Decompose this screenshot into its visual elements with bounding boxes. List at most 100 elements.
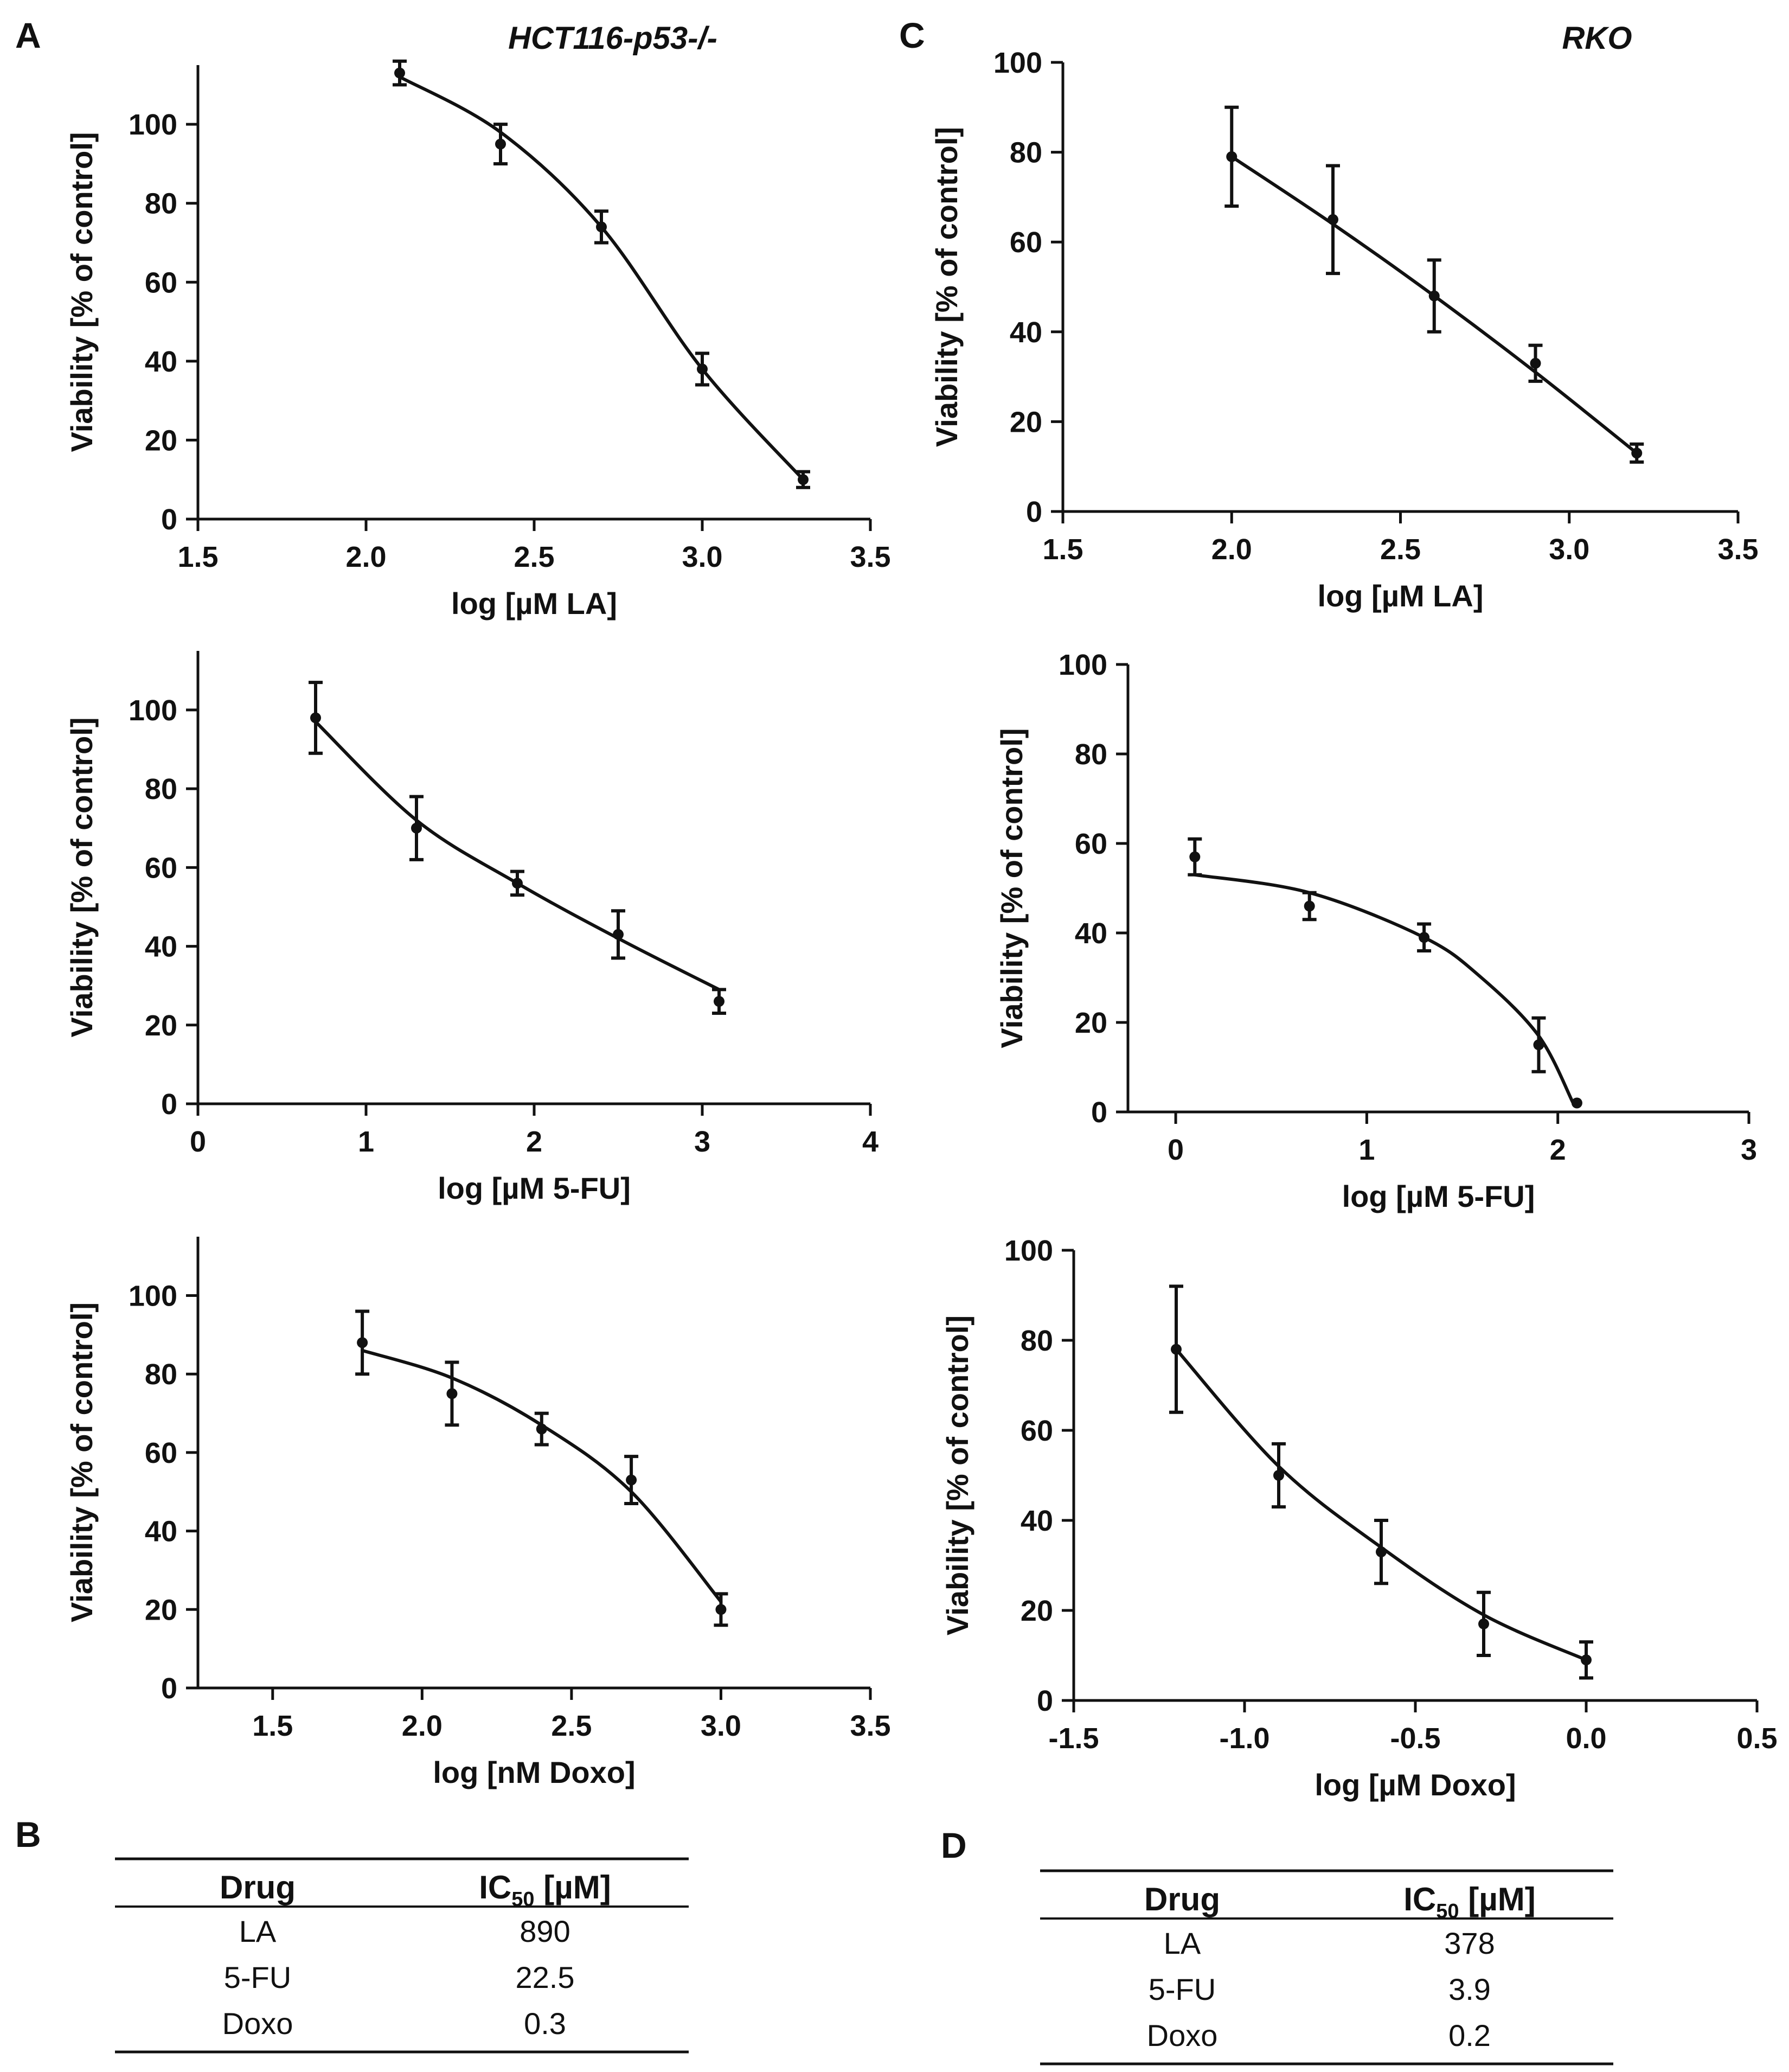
x-axis-label: log [µM 5-FU] — [1342, 1179, 1535, 1213]
table-d-header-unit: [µM] — [1459, 1881, 1536, 1917]
data-point — [1226, 151, 1237, 162]
table-b-header-unit: [µM] — [535, 1869, 611, 1905]
data-point — [1478, 1618, 1489, 1629]
data-point — [1189, 851, 1201, 862]
data-point — [798, 474, 809, 485]
y-tick-label: 60 — [1021, 1415, 1053, 1447]
data-point — [1376, 1546, 1387, 1558]
x-tick-label: 0 — [190, 1125, 206, 1158]
data-point — [715, 1604, 727, 1615]
x-axis-label: log [µM LA] — [1318, 579, 1484, 613]
y-tick-label: 0 — [161, 503, 177, 536]
y-tick-label: 40 — [145, 1515, 177, 1548]
table-b-drug-la: LA — [239, 1914, 277, 1948]
x-tick-label: 0.0 — [1566, 1722, 1606, 1755]
y-tick-label: 20 — [145, 1009, 177, 1042]
data-point — [1533, 1039, 1544, 1051]
table-b-ic50-doxo: 0.3 — [524, 2006, 566, 2041]
chart-rko-la: 0 20 40 60 80 100 1.5 2.0 2.5 3.0 3.5 log [µM LA] Vi… — [929, 21, 1759, 613]
x-tick-label: -1.5 — [1048, 1722, 1099, 1755]
x-tick-label: 2.5 — [514, 541, 554, 573]
x-tick-label: 3.5 — [1717, 533, 1758, 566]
y-tick-label: 40 — [1075, 917, 1107, 950]
x-tick-label: 1 — [1358, 1134, 1375, 1166]
data-point — [394, 67, 405, 79]
y-tick-label: 80 — [145, 188, 177, 220]
data-point — [1328, 214, 1338, 225]
table-d: Drug IC50 [µM] LA 378 5-FU 3.9 Doxo 0.2 — [1040, 1869, 1613, 2065]
x-tick-label: 3 — [1741, 1134, 1757, 1166]
x-tick-label: 0.5 — [1736, 1722, 1777, 1755]
fit-curve — [314, 720, 721, 992]
x-tick-label: 1.5 — [1042, 533, 1083, 566]
x-tick-label: 3.0 — [1549, 533, 1589, 566]
data-point — [1273, 1470, 1284, 1481]
table-d-ic50-5fu: 3.9 — [1448, 1972, 1491, 2006]
chart-hct116-doxo: 0 20 40 60 80 100 1.5 2.0 2.5 3.0 3.5 log [nM Doxo]… — [65, 1237, 891, 1789]
y-axis-label: Viability [% of control] — [995, 728, 1029, 1048]
x-tick-label: 2 — [1550, 1134, 1566, 1166]
table-b-drug-doxo: Doxo — [222, 2006, 293, 2041]
chart-rko-5fu: 0 20 40 60 80 100 0 1 2 3 log [µM 5-FU] Viability [… — [995, 649, 1757, 1213]
data-point — [1428, 290, 1440, 302]
table-d-header-drug: Drug — [1144, 1881, 1220, 1917]
data-point — [1530, 357, 1541, 369]
y-tick-label: 20 — [145, 424, 177, 457]
data-point — [596, 221, 607, 233]
panel-label-d: D — [941, 1825, 967, 1865]
x-axis-label: log [µM LA] — [451, 586, 617, 621]
fit-curve — [1193, 873, 1575, 1105]
y-tick-label: 100 — [993, 47, 1042, 79]
x-tick-label: 3 — [694, 1125, 710, 1158]
data-point — [613, 929, 624, 940]
table-b-ic50-la: 890 — [520, 1914, 570, 1948]
data-point — [626, 1474, 637, 1486]
fit-curve — [361, 1348, 723, 1603]
y-tick-label: 40 — [1021, 1505, 1053, 1537]
x-tick-label: 1.5 — [252, 1710, 293, 1742]
y-tick-label: 80 — [1010, 137, 1042, 169]
data-point — [446, 1388, 458, 1399]
x-tick-label: 3.5 — [850, 1710, 890, 1742]
x-tick-label: 1.5 — [177, 541, 218, 573]
x-axis-label: log [µM Doxo] — [1315, 1768, 1516, 1802]
y-tick-label: 100 — [1004, 1235, 1053, 1267]
data-point — [1581, 1654, 1592, 1666]
chart-rko-doxo: 0 20 40 60 80 100 -1.5 -1.0 -0.5 0.0 0.5 log [µM Do… — [940, 1235, 1778, 1802]
table-d-ic50-la: 378 — [1444, 1926, 1495, 1960]
y-axis-label: Viability [% of control] — [65, 1302, 99, 1622]
chart-hct116-5fu: 0 20 40 60 80 100 0 1 2 3 4 log [µM 5-FU] Viability … — [65, 651, 879, 1205]
data-point — [310, 712, 321, 724]
y-tick-label: 20 — [1075, 1007, 1107, 1039]
panel-label-b: B — [15, 1814, 41, 1854]
panel-label-c: C — [899, 15, 925, 55]
table-b-drug-5fu: 5-FU — [224, 1960, 291, 1994]
y-tick-label: 40 — [145, 931, 177, 963]
y-tick-label: 60 — [145, 1437, 177, 1469]
y-tick-label: 0 — [1037, 1685, 1053, 1717]
y-tick-label: 40 — [145, 346, 177, 378]
table-b-ic50-5fu: 22.5 — [516, 1960, 575, 1994]
fit-curve — [1175, 1347, 1588, 1662]
chart-title: HCT116-p53-/- — [508, 21, 717, 56]
x-axis-label: log [nM Doxo] — [433, 1755, 635, 1789]
x-tick-label: 3.5 — [850, 541, 890, 573]
table-b: Drug IC50 [µM] LA 890 5-FU 22.5 Doxo 0.3 — [115, 1857, 689, 2054]
y-tick-label: 80 — [1021, 1325, 1053, 1357]
data-point — [697, 363, 708, 375]
x-tick-label: 2.0 — [1211, 533, 1252, 566]
y-tick-label: 40 — [1010, 316, 1042, 349]
table-d-header-ic50: IC50 [µM] — [1403, 1881, 1535, 1923]
y-tick-label: 0 — [161, 1672, 177, 1705]
data-point — [536, 1423, 547, 1435]
table-d-drug-5fu: 5-FU — [1149, 1972, 1216, 2006]
y-tick-label: 100 — [129, 108, 177, 141]
chart-title: RKO — [1562, 21, 1632, 56]
y-tick-label: 100 — [129, 694, 177, 727]
x-tick-label: 1 — [358, 1125, 374, 1158]
y-tick-label: 60 — [145, 266, 177, 299]
chart-hct116-la: 0 20 40 60 80 100 1.5 2.0 2.5 3.0 3.5 log [µM LA] Vi… — [65, 21, 891, 621]
table-d-drug-doxo: Doxo — [1147, 2018, 1218, 2052]
y-tick-label: 100 — [1059, 649, 1107, 681]
